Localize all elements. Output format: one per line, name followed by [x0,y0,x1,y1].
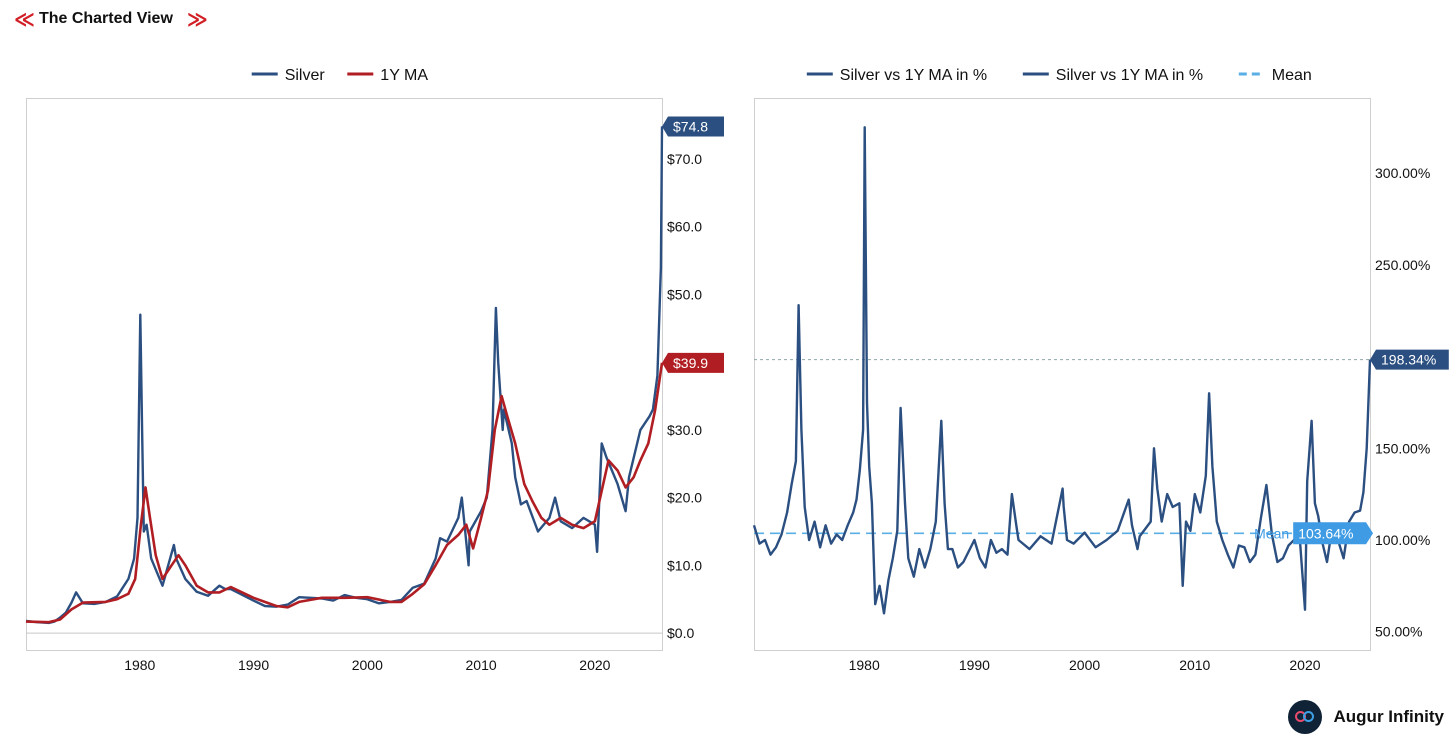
y-tick-label: $20.0 [667,490,702,506]
legend-label: Silver [285,67,326,84]
y-tick-label: 300.00% [1375,165,1430,181]
x-tick-label: 1990 [959,657,990,673]
legend-label: 1Y MA [380,67,428,84]
y-tick-label: 50.00% [1375,624,1422,640]
y-tick-label: 250.00% [1375,257,1430,273]
callout-label: 103.64% [1298,525,1353,541]
x-tick-label: 1990 [238,657,269,673]
legend-label: Silver vs 1Y MA in % [1056,67,1203,84]
callout-box [662,116,724,137]
legend-label: Mean [1272,67,1312,84]
x-tick-label: 2020 [1289,657,1320,673]
y-tick-label: 100.00% [1375,532,1430,548]
callout-box [1293,522,1373,545]
x-tick-label: 2000 [1069,657,1100,673]
y-tick-label: $30.0 [667,422,702,438]
value-callout: $74.8 [662,116,724,137]
series-line-silver-vs-1y-ma-in- [752,126,1372,615]
x-tick-label: 2020 [579,657,610,673]
y-tick-label: $50.0 [667,286,702,302]
y-tick-label: $10.0 [667,557,702,573]
x-tick-label: 1980 [124,657,155,673]
chart-panel-2: 50.00%100.00%150.00%200.00%250.00%300.00… [752,67,1449,673]
x-tick-label: 2000 [352,657,383,673]
y-tick-label: $0.0 [667,625,694,641]
series-line-1y-ma [25,362,664,624]
brand-name: Augur Infinity [1333,707,1444,726]
plot-frame [754,98,1371,651]
y-tick-label: $60.0 [667,219,702,235]
callout-label: 198.34% [1381,352,1436,368]
value-callout: $39.9 [662,352,724,373]
chart-panel-1: $0.0$10.0$20.0$30.0$40.0$50.0$60.0$70.01… [25,67,724,673]
plot-frame [26,98,663,651]
callout-box [1370,349,1449,370]
callout-label: $74.8 [673,118,708,134]
page-title: The Charted View [38,10,173,27]
y-tick-label: 150.00% [1375,440,1430,456]
x-tick-label: 2010 [466,657,497,673]
legend-label: Silver vs 1Y MA in % [840,67,987,84]
x-tick-label: 2010 [1179,657,1210,673]
x-tick-label: 1980 [849,657,880,673]
callout-prefix: Mean [1254,525,1289,541]
infinity-logo-icon [1287,700,1322,734]
y-tick-label: $70.0 [667,151,702,167]
callout-box [662,352,724,373]
value-callout: 198.34% [1370,349,1449,370]
footer-brand: Augur Infinity [1287,700,1444,734]
callout-label: $39.9 [673,355,708,371]
mean-callout: 103.64% Mean [1254,522,1373,545]
series-line-silver [25,126,664,625]
